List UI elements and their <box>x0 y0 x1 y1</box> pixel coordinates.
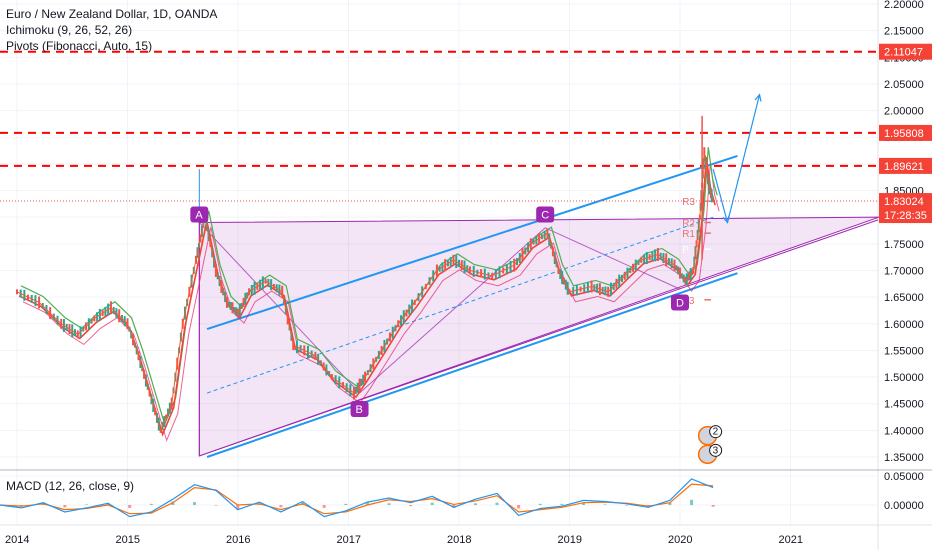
level-price-tag[interactable] <box>879 157 932 174</box>
forecast-arrow-down[interactable] <box>712 169 729 223</box>
price-line[interactable] <box>16 153 714 432</box>
price-axis-tick-label: 2.20000 <box>884 0 924 11</box>
channel-upper-line[interactable] <box>206 154 738 331</box>
point-label-a: A <box>195 210 203 222</box>
event-marker-count: 3 <box>713 445 719 456</box>
time-axis-tick-label: 2021 <box>779 534 803 546</box>
point-label-b-box[interactable] <box>350 401 369 418</box>
price-axis-tick-label: 1.45000 <box>884 399 924 411</box>
price-axis-tick-label: 1.75000 <box>884 239 924 251</box>
time-axis-tick-label: 2020 <box>668 534 692 546</box>
level-price-tag[interactable] <box>879 124 932 141</box>
price-axis-tick-label: 1.35000 <box>884 452 924 464</box>
time-axis-tick-label: 2015 <box>116 534 140 546</box>
pivot-label: R1 <box>682 229 695 240</box>
price-axis-tick-label: 1.50000 <box>884 372 924 384</box>
macd-legend[interactable]: MACD (12, 26, close, 9) <box>6 479 135 493</box>
triangle-lower-line[interactable] <box>199 219 879 457</box>
countdown-timer-text: 17:28:35 <box>884 210 927 222</box>
level-price-tag-text: 1.89621 <box>884 161 924 173</box>
point-label-a-box[interactable] <box>190 206 209 223</box>
chart-legend: Euro / New Zealand Dollar, 1D, OANDA Ich… <box>6 6 217 54</box>
forecast-arrow-up-head <box>754 93 762 102</box>
price-axis-tick-label: 2.15000 <box>884 26 924 38</box>
ichimoku-indicator-label[interactable]: Ichimoku (9, 26, 52, 26) <box>6 23 133 37</box>
price-axis-tick-label: 2.00000 <box>884 106 924 118</box>
pivot-label: R2 <box>682 219 695 230</box>
point-label-d: D <box>676 297 684 309</box>
price-axis-tick-label: 1.40000 <box>884 425 924 437</box>
price-axis-tick-label: 1.70000 <box>884 265 924 277</box>
ichimoku-span-line <box>22 163 720 442</box>
forecast-arrow-up[interactable] <box>726 94 761 223</box>
macd-axis-tick-label: 0.05000 <box>884 471 924 483</box>
price-axis-tick-label: 1.65000 <box>884 292 924 304</box>
time-axis-tick-label: 2016 <box>226 534 250 546</box>
event-marker-count-badge <box>709 443 723 457</box>
event-marker-count: 2 <box>713 427 719 438</box>
point-label-c: C <box>541 210 549 222</box>
current-price-tag-text: 1.83024 <box>884 196 924 208</box>
price-axis-tick-label: 1.60000 <box>884 319 924 331</box>
level-price-tag-text: 1.95808 <box>884 128 924 140</box>
pivot-label: P <box>682 245 689 256</box>
time-axis-tick-label: 2018 <box>447 534 471 546</box>
price-axis-tick-label: 2.05000 <box>884 79 924 91</box>
level-price-tag-text: 2.11047 <box>884 47 923 59</box>
pivots-indicator-label[interactable]: Pivots (Fibonacci, Auto, 15) <box>6 39 153 53</box>
event-marker-count-badge <box>709 425 723 439</box>
time-axis-tick-label: 2019 <box>558 534 582 546</box>
time-axis-tick-label: 2017 <box>337 534 361 546</box>
pivot-label: R3 <box>682 197 695 208</box>
price-axis-tick-label: 1.55000 <box>884 345 924 357</box>
point-label-b: B <box>356 404 363 416</box>
level-price-tag[interactable] <box>879 43 932 60</box>
current-price-tag[interactable] <box>879 193 932 224</box>
point-label-c-box[interactable] <box>536 206 555 223</box>
macd-line[interactable] <box>0 478 714 518</box>
macd-axis-tick-label: 0.00000 <box>884 500 924 512</box>
abcd-pattern-line[interactable] <box>198 222 681 394</box>
time-axis-tick-label: 2014 <box>5 534 29 546</box>
channel-lower-line[interactable] <box>206 272 738 458</box>
symbol-title[interactable]: Euro / New Zealand Dollar, 1D, OANDA <box>6 7 218 21</box>
channel-mid-line[interactable] <box>206 216 714 394</box>
point-label-d-box[interactable] <box>671 294 689 311</box>
